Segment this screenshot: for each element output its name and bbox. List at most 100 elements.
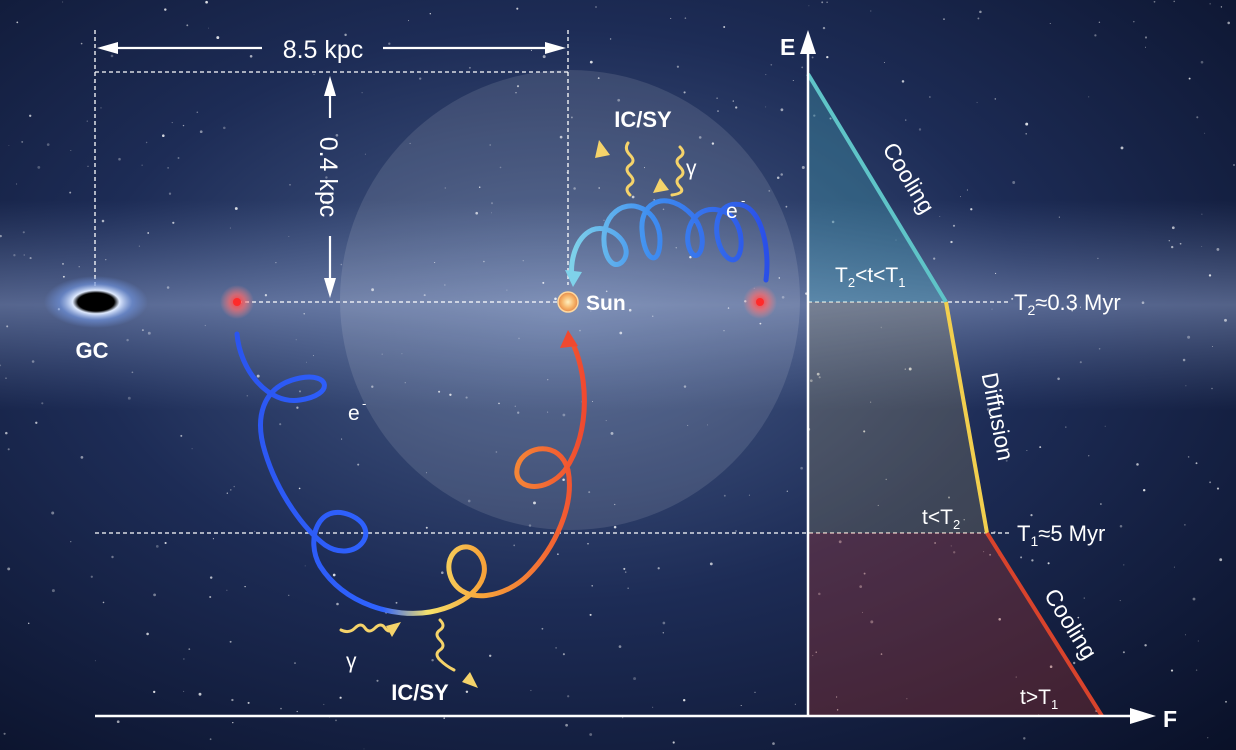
star [1073, 661, 1076, 665]
star [155, 545, 159, 548]
region-label-upper: T2<t<T1 [835, 264, 906, 290]
star [344, 33, 347, 37]
star [590, 310, 592, 312]
star [781, 295, 785, 299]
star [716, 97, 718, 100]
star [614, 503, 616, 506]
galactic-center-label: GC [76, 338, 109, 363]
star [759, 322, 762, 325]
star [438, 390, 441, 393]
star [836, 696, 838, 698]
star [423, 294, 426, 297]
star [335, 133, 339, 137]
y-axis-label: E [780, 34, 795, 60]
x-axis-arrowhead-icon [1130, 708, 1156, 724]
star [498, 402, 500, 405]
star [1208, 274, 1212, 277]
star [145, 141, 148, 144]
star [465, 396, 468, 399]
star [885, 478, 887, 481]
star [100, 107, 102, 109]
star [1088, 96, 1090, 98]
star [883, 61, 885, 63]
star [1182, 358, 1186, 362]
star [1083, 597, 1086, 599]
region-cooling-lower [808, 533, 1102, 716]
star [952, 224, 956, 227]
star [557, 553, 559, 555]
star [247, 701, 250, 704]
segment-cooling-upper [806, 72, 948, 304]
star [1144, 36, 1148, 39]
star [603, 219, 605, 221]
star [683, 385, 687, 388]
star [1216, 247, 1220, 251]
star [970, 208, 973, 211]
star [1184, 524, 1186, 526]
star [465, 690, 469, 694]
star [1211, 387, 1213, 390]
star [816, 372, 820, 376]
star [489, 144, 492, 146]
star [426, 472, 427, 474]
distance-horizontal-label: 8.5 kpc [283, 36, 364, 64]
star [431, 658, 434, 662]
star [950, 240, 953, 244]
star [188, 648, 191, 650]
star [404, 382, 406, 384]
star [326, 201, 330, 205]
star [963, 519, 965, 521]
star [231, 698, 234, 702]
star [870, 10, 872, 12]
photon-absorbed-top-icon [670, 145, 685, 197]
star [209, 595, 212, 599]
star [754, 691, 756, 693]
star [513, 544, 516, 547]
star [662, 621, 666, 625]
process-bottom-label: IC/SY [391, 680, 449, 705]
star [863, 430, 866, 433]
star [147, 232, 150, 234]
star [1120, 146, 1124, 150]
star [41, 402, 44, 405]
star [31, 360, 35, 363]
star [212, 538, 214, 540]
star [1179, 242, 1182, 245]
star [90, 575, 93, 578]
photon-bottom-arrowhead-icon [386, 622, 401, 637]
star [46, 143, 50, 146]
star [780, 108, 784, 112]
star [811, 56, 814, 59]
star [6, 325, 9, 328]
star [994, 98, 997, 100]
electron-top-label: e [726, 200, 738, 223]
star [332, 573, 336, 577]
star [514, 405, 516, 407]
star [717, 110, 719, 113]
star [495, 451, 498, 453]
star [901, 80, 905, 83]
region-label-middle: t<T2 [922, 506, 960, 532]
star [818, 592, 821, 596]
star [1195, 669, 1198, 671]
star [23, 254, 25, 256]
star [905, 119, 907, 121]
star [409, 142, 411, 144]
star [1170, 669, 1174, 672]
star [555, 647, 557, 649]
star [249, 54, 253, 58]
star [304, 565, 306, 567]
star [662, 632, 664, 634]
star [838, 540, 842, 544]
reference-lines [94, 30, 1010, 534]
star [186, 24, 189, 27]
star [1185, 385, 1187, 387]
star [631, 195, 635, 199]
star [1026, 450, 1028, 452]
star [27, 622, 30, 625]
star [588, 491, 591, 494]
star [1098, 21, 1101, 23]
star [116, 720, 120, 724]
